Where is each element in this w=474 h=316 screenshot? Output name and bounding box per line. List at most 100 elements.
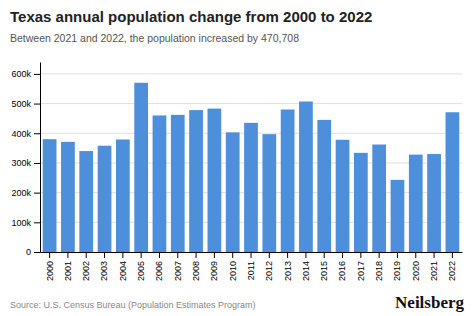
- bar: [116, 139, 130, 252]
- x-tick: 2000: [44, 252, 54, 281]
- bar: [409, 155, 423, 252]
- x-tick-label: 2010: [228, 261, 238, 281]
- x-tick: 2009: [209, 252, 219, 281]
- y-tick-mark: [34, 163, 40, 164]
- x-tick: 2018: [374, 252, 384, 281]
- y-tick-label: 100k: [11, 218, 31, 228]
- y-tick: 300k: [11, 158, 40, 168]
- x-tick-mark: [251, 252, 252, 258]
- bar: [171, 115, 185, 252]
- x-tick-mark: [342, 252, 343, 258]
- x-tick-label: 2000: [44, 261, 54, 281]
- y-tick: 600k: [11, 69, 40, 79]
- x-tick-mark: [86, 252, 87, 258]
- y-tick-label: 600k: [11, 69, 31, 79]
- x-tick-mark: [104, 252, 105, 258]
- x-tick: 2005: [136, 252, 146, 281]
- y-tick-mark: [34, 222, 40, 223]
- x-tick: 2001: [63, 252, 73, 281]
- x-tick-label: 2009: [209, 261, 219, 281]
- grid-line: [40, 73, 462, 74]
- y-tick-label: 0: [26, 247, 31, 257]
- y-tick-mark: [34, 74, 40, 75]
- bar: [427, 154, 441, 252]
- x-tick: 2008: [191, 252, 201, 281]
- y-tick: 200k: [11, 188, 40, 198]
- x-tick: 2015: [319, 252, 329, 281]
- plot: 2000 2001 2002 2003 2004 2005 2006 2007 2008 2009…: [11, 63, 462, 282]
- x-tick-mark: [360, 252, 361, 258]
- bar: [189, 110, 203, 252]
- x-tick: 2016: [337, 252, 347, 281]
- bar: [208, 109, 222, 252]
- x-tick-mark: [141, 252, 142, 258]
- y-tick: 100k: [11, 218, 40, 228]
- y-tick-mark: [34, 104, 40, 105]
- x-tick-mark: [122, 252, 123, 258]
- x-tick-label: 2006: [154, 261, 164, 281]
- x-tick-mark: [287, 252, 288, 258]
- bar: [281, 110, 295, 253]
- x-tick-label: 2005: [136, 261, 146, 281]
- bar: [134, 83, 148, 252]
- x-tick: 2013: [282, 252, 292, 281]
- x-tick: 2002: [81, 252, 91, 281]
- x-tick-mark: [159, 252, 160, 258]
- grid-line: [40, 103, 462, 104]
- bar: [446, 112, 460, 252]
- x-tick-mark: [196, 252, 197, 258]
- x-tick-label: 2016: [337, 261, 347, 281]
- bar: [244, 123, 258, 252]
- title: Texas annual population change from 2000…: [10, 8, 372, 25]
- bar: [61, 142, 75, 252]
- y-tick-mark: [34, 193, 40, 194]
- x-tick-mark: [452, 252, 453, 258]
- brand: Neilsberg: [395, 293, 464, 312]
- bar: [153, 115, 167, 252]
- x-tick-label: 2004: [118, 261, 128, 281]
- bar: [98, 146, 112, 252]
- bar: [372, 145, 386, 252]
- x-tick-label: 2021: [429, 261, 439, 281]
- x-tick: 2019: [392, 252, 402, 281]
- x-tick-label: 2019: [392, 261, 402, 281]
- x-tick-label: 2013: [282, 261, 292, 281]
- x-tick-label: 2022: [447, 261, 457, 281]
- x-tick: 2006: [154, 252, 164, 281]
- x-tick: 2014: [301, 252, 311, 281]
- bar: [79, 151, 93, 252]
- x-tick-label: 2020: [411, 261, 421, 281]
- bar: [226, 132, 240, 252]
- x-tick-label: 2011: [246, 261, 256, 280]
- bar: [354, 153, 368, 252]
- x-tick: 2017: [356, 252, 366, 281]
- x-tick-mark: [177, 252, 178, 258]
- x-tick-mark: [214, 252, 215, 258]
- x-tick: 2020: [411, 252, 421, 281]
- y-tick-label: 200k: [11, 188, 31, 198]
- x-tick-label: 2002: [81, 261, 91, 281]
- x-tick-label: 2012: [264, 261, 274, 281]
- x-tick-label: 2001: [63, 261, 73, 281]
- x-tick: 2010: [228, 252, 238, 281]
- y-tick-mark: [34, 133, 40, 134]
- x-tick: 2004: [118, 252, 128, 281]
- chart: Texas annual population change from 2000…: [0, 0, 474, 316]
- x-tick: 2022: [447, 252, 457, 281]
- x-tick-mark: [49, 252, 50, 258]
- x-tick-label: 2003: [99, 261, 109, 281]
- x-tick-label: 2018: [374, 261, 384, 281]
- x-tick-label: 2014: [301, 261, 311, 281]
- x-tick-label: 2015: [319, 261, 329, 281]
- x-tick-mark: [269, 252, 270, 258]
- x-tick-label: 2007: [173, 261, 183, 281]
- x-tick-mark: [67, 252, 68, 258]
- y-tick: 400k: [11, 129, 40, 139]
- x-tick-label: 2008: [191, 261, 201, 281]
- x-tick-mark: [415, 252, 416, 258]
- bars: [43, 83, 460, 252]
- x-tick-mark: [305, 252, 306, 258]
- y-tick-mark: [34, 252, 40, 253]
- y-tick: 0: [26, 247, 40, 257]
- grid: [40, 74, 462, 252]
